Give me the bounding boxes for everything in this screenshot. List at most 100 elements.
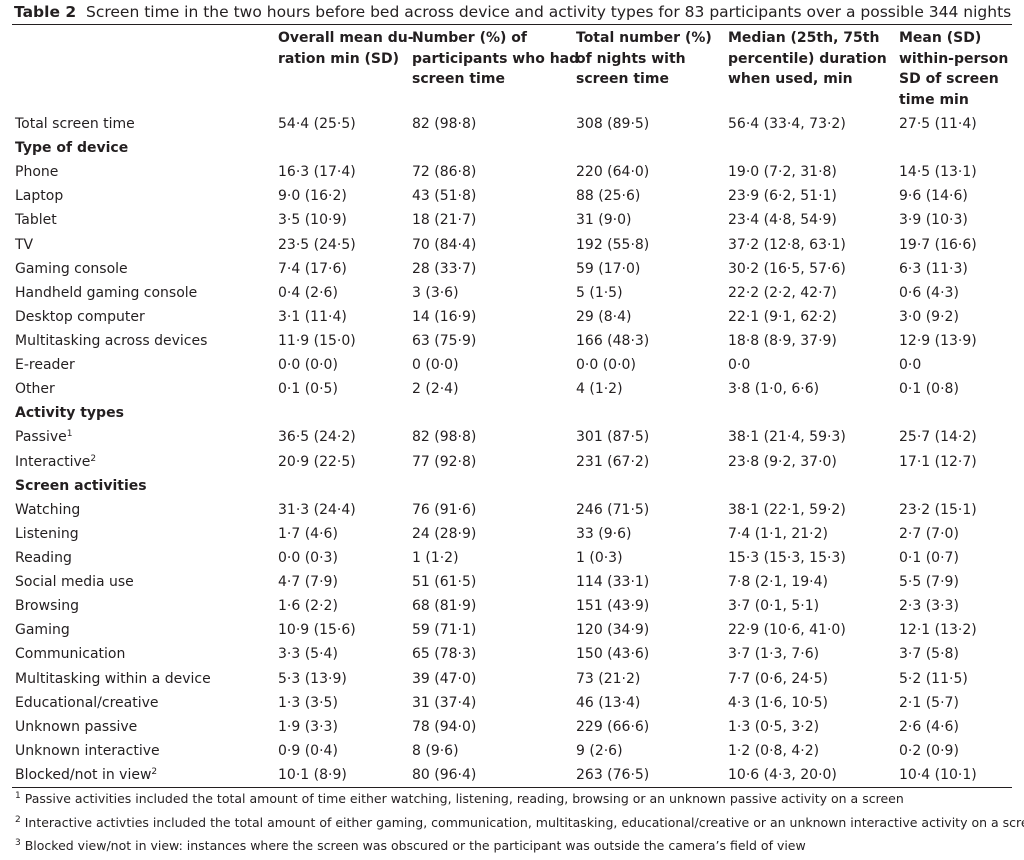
cell: 11·9 (15·0) [278,333,356,349]
column-header: Overall mean du- [278,30,414,46]
row-label: Reading [15,549,72,567]
cell: 7·8 (2·1, 19·4) [728,574,828,591]
cell: 68 (81·9) [412,598,477,615]
cell: 25·7 (14·2) [899,429,977,446]
footnote: 3 Blocked view/not in view: instances wh… [15,837,806,855]
cell: 15·3 (15·3, 15·3) [728,550,846,566]
row-label: Tablet [15,211,57,229]
cell: 27·5 (11·4) [899,116,977,132]
cell: 43 (51·8) [412,188,477,205]
row-label: Listening [15,525,79,543]
row-label: Unknown interactive [15,742,160,760]
cell: 7·7 (0·6, 24·5) [728,670,828,687]
cell: 3·7 (1·3, 7·6) [728,646,820,663]
row-label-text: Unknown interactive [15,742,160,759]
cell: 5·3 (13·9) [278,670,347,687]
top-rule [12,24,1012,25]
cell: 5·2 (11·5) [899,670,968,687]
table-title: Screen time in the two hours before bed … [86,3,1012,21]
cell: 10·4 (10·1) [899,767,977,783]
row-label: Unknown passive [15,718,137,736]
cell: 150 (43·6) [576,646,650,663]
cell: 231 (67·2) [576,453,650,470]
row-label-text: Listening [15,525,79,542]
cell: 0·1 (0·5) [278,381,338,398]
cell: 263 (76·5) [576,767,650,783]
cell: 76 (91·6) [412,501,477,518]
footnote-mark: 2 [15,814,21,825]
footnote-mark: 1 [15,791,21,801]
row-label: Multitasking across devices [15,332,207,350]
column-header: screen time [576,71,669,87]
cell: 114 (33·1) [576,574,650,591]
cell: 23·8 (9·2, 37·0) [728,453,837,470]
row-label: Total screen time [15,115,135,133]
row-label-text: Communication [15,646,126,663]
cell: 9·0 (16·2) [278,188,347,205]
cell: 120 (34·9) [576,622,650,639]
cell: 38·1 (22·1, 59·2) [728,501,846,518]
cell: 2·7 (7·0) [899,525,959,542]
column-header: ration min (SD) [278,50,400,67]
footnote-text: Blocked view/not in view: instances wher… [24,838,806,853]
cell: 19·7 (16·6) [899,236,977,253]
column-header: when used, min [728,71,853,87]
cell: 80 (96·4) [412,767,477,783]
row-label: Gaming console [15,260,128,278]
row-label-text: Desktop computer [15,308,145,325]
cell: 23·9 (6·2, 51·1) [728,188,837,205]
row-label: Passive1 [15,428,73,446]
cell: 1·3 (0·5, 3·2) [728,718,820,735]
cell: 30·2 (16·5, 57·6) [728,260,846,277]
cell: 5 (1·5) [576,284,623,301]
cell: 0·4 (2·6) [278,284,338,301]
cell: 3·3 (5·4) [278,646,338,663]
cell: 31·3 (24·4) [278,501,356,518]
cell: 65 (78·3) [412,646,477,663]
row-label: Educational/creative [15,694,159,712]
cell: 3·7 (5·8) [899,646,959,663]
cell: 24 (28·9) [412,525,477,542]
cell: 0·0 (0·0) [278,357,338,374]
cell: 54·4 (25·5) [278,116,356,132]
section-header: Type of device [15,140,129,157]
cell: 1 (1·2) [412,550,459,566]
footnote: 2 Interactive activties included the tot… [15,814,1024,832]
cell: 82 (98·8) [412,429,477,446]
row-label-text: Reading [15,550,72,566]
cell: 4·3 (1·6, 10·5) [728,694,828,711]
column-header: SD of screen [899,71,999,87]
footnote-ref: 2 [151,767,158,777]
row-label: Social media use [15,573,134,591]
row-label-text: Multitasking within a device [15,670,211,687]
cell: 7·4 (17·6) [278,260,347,277]
row-label-text: Blocked/not in view [15,767,152,783]
row-label-text: Interactive [15,453,91,470]
cell: 12·1 (13·2) [899,622,977,639]
cell: 3·5 (10·9) [278,212,347,229]
row-label-text: Educational/creative [15,694,159,711]
cell: 31 (9·0) [576,212,632,229]
cell: 0·9 (0·4) [278,742,338,759]
cell: 3·8 (1·0, 6·6) [728,381,820,398]
cell: 10·9 (15·6) [278,622,356,639]
cell: 39 (47·0) [412,670,477,687]
cell: 22·2 (2·2, 42·7) [728,284,837,301]
row-label-text: Laptop [15,188,64,205]
cell: 82 (98·8) [412,116,477,132]
bottom-rule [12,787,1012,788]
column-header: of nights with [576,50,686,67]
footnote-ref: 1 [66,429,73,440]
cell: 0·0 (0·3) [278,550,338,566]
section-header: Screen activities [15,477,147,494]
cell: 88 (25·6) [576,188,641,205]
cell: 14 (16·9) [412,308,477,325]
cell: 10·6 (4·3, 20·0) [728,767,837,783]
cell: 37·2 (12·8, 63·1) [728,236,846,253]
column-header: Number (%) of [412,30,527,46]
cell: 19·0 (7·2, 31·8) [728,164,837,181]
row-label-text: TV [15,236,34,253]
cell: 18 (21·7) [412,212,477,229]
row-label: TV [15,236,33,254]
